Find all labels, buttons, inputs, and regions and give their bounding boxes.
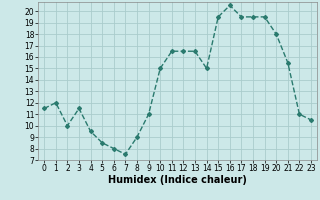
X-axis label: Humidex (Indice chaleur): Humidex (Indice chaleur) — [108, 175, 247, 185]
